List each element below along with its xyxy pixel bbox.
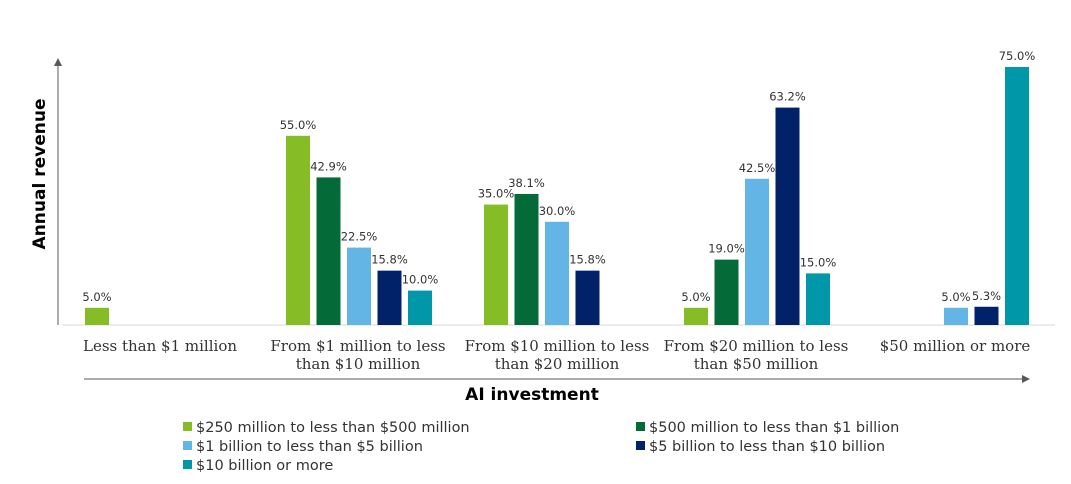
bar-s3-c2 (575, 270, 600, 325)
value-label-s0-c2: 35.0% (478, 187, 515, 201)
value-label-s4-c4: 75.0% (999, 49, 1036, 63)
bar-s0-c3 (684, 307, 708, 325)
bar-s3-c1 (377, 270, 402, 325)
legend-item-1: $500 million to less than $1 billion (636, 420, 899, 440)
value-label-s0-c3: 5.0% (681, 290, 710, 304)
category-label-2-line1: than $20 million (495, 355, 620, 373)
category-labels-layer: Less than $1 million From $1 million to l… (83, 337, 1030, 373)
legend-label-3: $5 billion to less than $10 billion (649, 439, 886, 455)
bar-s4-c1 (408, 290, 432, 325)
category-label-3-line1: than $50 million (694, 355, 819, 373)
value-label-s2-c3: 42.5% (739, 161, 776, 175)
legend-label-1: $500 million to less than $1 billion (649, 420, 900, 436)
value-label-s3-c3: 63.2% (769, 90, 806, 104)
bar-s3-c3 (775, 107, 800, 325)
value-label-s2-c1: 22.5% (341, 230, 378, 244)
legend-label-4: $10 billion or more (196, 458, 334, 474)
bar-s1-c2 (514, 193, 539, 325)
category-label-1-line0: From $1 million to less (270, 337, 445, 355)
category-label-4: $50 million or more (880, 337, 1031, 355)
bar-s2-c2 (545, 221, 569, 325)
value-label-s1-c2: 38.1% (508, 176, 545, 190)
value-label-s0-c0: 5.0% (82, 290, 111, 304)
bar-s0-c2 (484, 204, 508, 325)
bars-layer (85, 67, 1029, 325)
legend-swatch-3 (636, 441, 645, 450)
bar-s4-c4 (1005, 67, 1029, 325)
bar-s3-c4 (974, 306, 999, 325)
legend-swatch-0 (183, 422, 192, 431)
x-axis-title: AI investment (465, 385, 599, 405)
value-label-s3-c2: 15.8% (569, 253, 606, 267)
legend-item-3: $5 billion to less than $10 billion (636, 439, 885, 459)
legend-item-0: $250 million to less than $500 million (183, 420, 470, 440)
legend-swatch-2 (183, 441, 192, 450)
bar-s1-c3 (714, 259, 739, 325)
value-label-s2-c2: 30.0% (539, 204, 576, 218)
value-label-s1-c3: 19.0% (708, 242, 745, 256)
value-label-s4-c1: 10.0% (402, 273, 439, 287)
category-label-1-line1: than $10 million (296, 355, 421, 373)
value-label-s4-c3: 15.0% (800, 255, 837, 269)
value-labels-layer: 5.0% 55.0% 35.0% 5.0% 42.9% 38.1% 19.0% 22.5% 30… (82, 49, 1035, 304)
bar-s2-c3 (745, 178, 769, 325)
bar-s2-c1 (347, 247, 371, 325)
bar-s4-c3 (806, 273, 830, 325)
value-label-s1-c1: 42.9% (310, 159, 347, 173)
value-label-s3-c4: 5.3% (972, 289, 1001, 303)
legend-item-4: $10 billion or more (183, 458, 333, 478)
value-label-s0-c1: 55.0% (280, 118, 317, 132)
chart: Annual revenue AI investment 5.0% 55.0% 35… (30, 49, 1055, 405)
bar-s0-c0 (85, 307, 109, 325)
bar-s0-c1 (286, 135, 310, 325)
bar-s1-c1 (316, 177, 341, 325)
legend-swatch-4 (183, 460, 192, 469)
category-label-0: Less than $1 million (83, 337, 237, 355)
legend-item-2: $1 billion to less than $5 billion (183, 439, 423, 459)
y-axis-title: Annual revenue (30, 99, 50, 250)
bar-s2-c4 (944, 307, 968, 325)
category-label-3-line0: From $20 million to less (664, 337, 849, 355)
legend-swatch-1 (636, 422, 645, 431)
category-label-2-line0: From $10 million to less (465, 337, 650, 355)
value-label-s3-c1: 15.8% (371, 253, 408, 267)
value-label-s2-c4: 5.0% (941, 290, 970, 304)
legend-label-2: $1 billion to less than $5 billion (196, 439, 423, 455)
legend-label-0: $250 million to less than $500 million (196, 420, 470, 436)
